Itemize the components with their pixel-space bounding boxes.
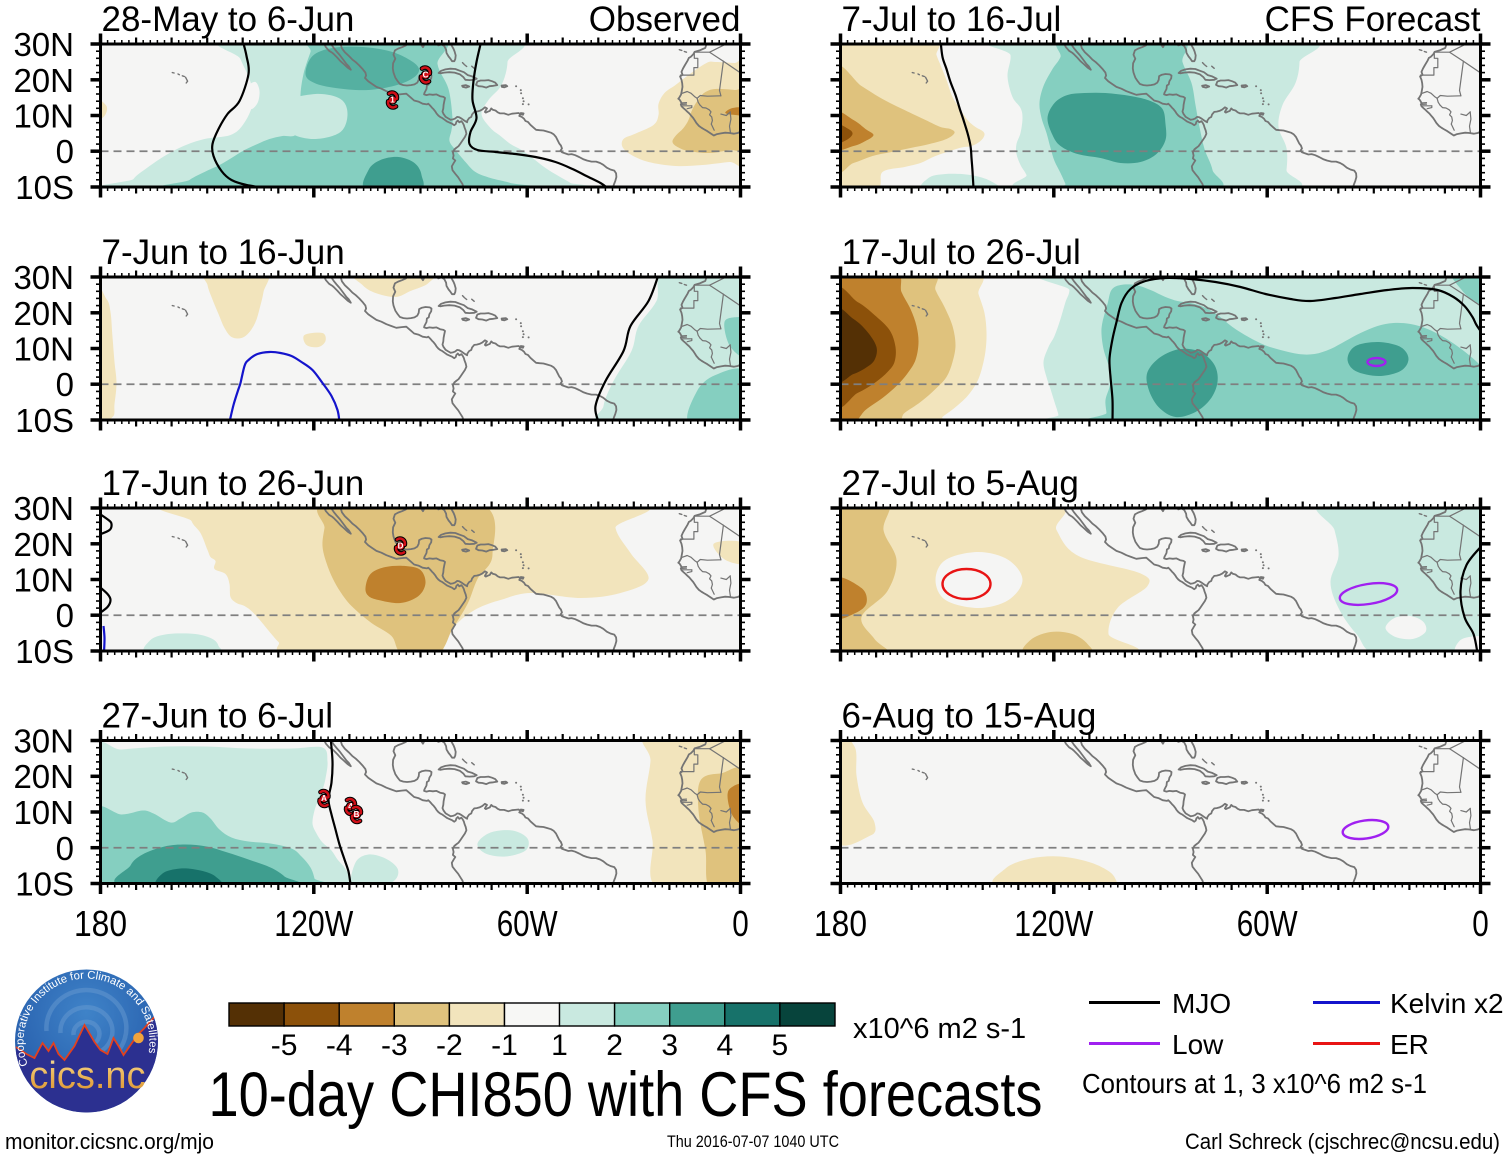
svg-text:4: 4 bbox=[348, 802, 353, 811]
svg-text:4: 4 bbox=[716, 1029, 733, 1062]
svg-text:5: 5 bbox=[772, 1029, 789, 1062]
svg-text:10S: 10S bbox=[15, 169, 74, 206]
svg-text:10-day CHI850 with CFS forecas: 10-day CHI850 with CFS forecasts bbox=[209, 1060, 1043, 1130]
svg-text:0: 0 bbox=[56, 597, 74, 634]
svg-text:7-Jun to 16-Jun: 7-Jun to 16-Jun bbox=[102, 233, 345, 272]
svg-text:20N: 20N bbox=[13, 62, 74, 99]
svg-text:60W: 60W bbox=[497, 903, 558, 944]
svg-text:120W: 120W bbox=[1014, 903, 1093, 944]
svg-text:MJO: MJO bbox=[1172, 988, 1231, 1019]
svg-text:-1: -1 bbox=[491, 1029, 518, 1062]
svg-text:10N: 10N bbox=[13, 331, 74, 368]
svg-text:30N: 30N bbox=[13, 259, 74, 296]
svg-text:30N: 30N bbox=[13, 723, 74, 760]
svg-text:27-Jul to 5-Aug: 27-Jul to 5-Aug bbox=[842, 464, 1079, 503]
svg-text:1: 1 bbox=[390, 96, 395, 105]
svg-text:10S: 10S bbox=[15, 633, 74, 670]
svg-text:1: 1 bbox=[551, 1029, 568, 1062]
svg-text:Contours at 1, 3 x10^6 m2 s-1: Contours at 1, 3 x10^6 m2 s-1 bbox=[1082, 1068, 1427, 1099]
svg-text:monitor.cicsnc.org/mjo: monitor.cicsnc.org/mjo bbox=[5, 1129, 214, 1154]
svg-text:x10^6 m2 s-1: x10^6 m2 s-1 bbox=[853, 1013, 1026, 1045]
svg-text:10N: 10N bbox=[13, 794, 74, 831]
svg-text:CFS Forecast: CFS Forecast bbox=[1265, 0, 1481, 39]
svg-text:60W: 60W bbox=[1237, 903, 1298, 944]
svg-text:0: 0 bbox=[56, 366, 74, 403]
svg-text:0: 0 bbox=[56, 830, 74, 867]
svg-text:-2: -2 bbox=[436, 1029, 463, 1062]
svg-text:17-Jun to 26-Jun: 17-Jun to 26-Jun bbox=[102, 464, 365, 503]
svg-text:28-May to 6-Jun: 28-May to 6-Jun bbox=[102, 0, 355, 39]
svg-text:20N: 20N bbox=[13, 295, 74, 332]
svg-text:17-Jul to 26-Jul: 17-Jul to 26-Jul bbox=[842, 233, 1081, 272]
svg-text:120W: 120W bbox=[274, 903, 353, 944]
svg-text:10N: 10N bbox=[13, 98, 74, 135]
svg-text:0: 0 bbox=[732, 903, 749, 944]
svg-text:Kelvin x2: Kelvin x2 bbox=[1390, 988, 1504, 1019]
svg-text:Carl Schreck (cjschrec@ncsu.ed: Carl Schreck (cjschrec@ncsu.edu) bbox=[1185, 1129, 1500, 1154]
svg-text:-4: -4 bbox=[326, 1029, 353, 1062]
svg-text:20N: 20N bbox=[13, 526, 74, 563]
svg-text:D: D bbox=[398, 542, 404, 551]
svg-text:10N: 10N bbox=[13, 562, 74, 599]
svg-text:-5: -5 bbox=[271, 1029, 298, 1062]
svg-text:10S: 10S bbox=[15, 402, 74, 439]
svg-text:0: 0 bbox=[1472, 903, 1489, 944]
svg-text:27-Jun to 6-Jul: 27-Jun to 6-Jul bbox=[102, 697, 334, 736]
svg-text:180: 180 bbox=[74, 903, 127, 944]
svg-text:B: B bbox=[354, 810, 360, 819]
svg-text:10S: 10S bbox=[15, 866, 74, 903]
svg-text:30N: 30N bbox=[13, 490, 74, 527]
svg-text:-3: -3 bbox=[381, 1029, 408, 1062]
svg-text:ER: ER bbox=[1390, 1029, 1429, 1060]
svg-text:A: A bbox=[321, 794, 327, 803]
svg-text:3: 3 bbox=[661, 1029, 678, 1062]
svg-text:30N: 30N bbox=[13, 26, 74, 63]
svg-text:20N: 20N bbox=[13, 758, 74, 795]
svg-text:cics.nc: cics.nc bbox=[29, 1055, 145, 1097]
svg-text:0: 0 bbox=[56, 133, 74, 170]
svg-text:Thu 2016-07-07 1040 UTC: Thu 2016-07-07 1040 UTC bbox=[667, 1132, 839, 1151]
svg-text:2: 2 bbox=[606, 1029, 623, 1062]
svg-text:6-Aug to 15-Aug: 6-Aug to 15-Aug bbox=[842, 697, 1097, 736]
svg-text:180: 180 bbox=[814, 903, 867, 944]
svg-text:Low: Low bbox=[1172, 1029, 1224, 1060]
svg-text:7-Jul to 16-Jul: 7-Jul to 16-Jul bbox=[842, 0, 1062, 39]
svg-text:Observed: Observed bbox=[589, 0, 741, 39]
svg-text:C: C bbox=[423, 71, 429, 80]
